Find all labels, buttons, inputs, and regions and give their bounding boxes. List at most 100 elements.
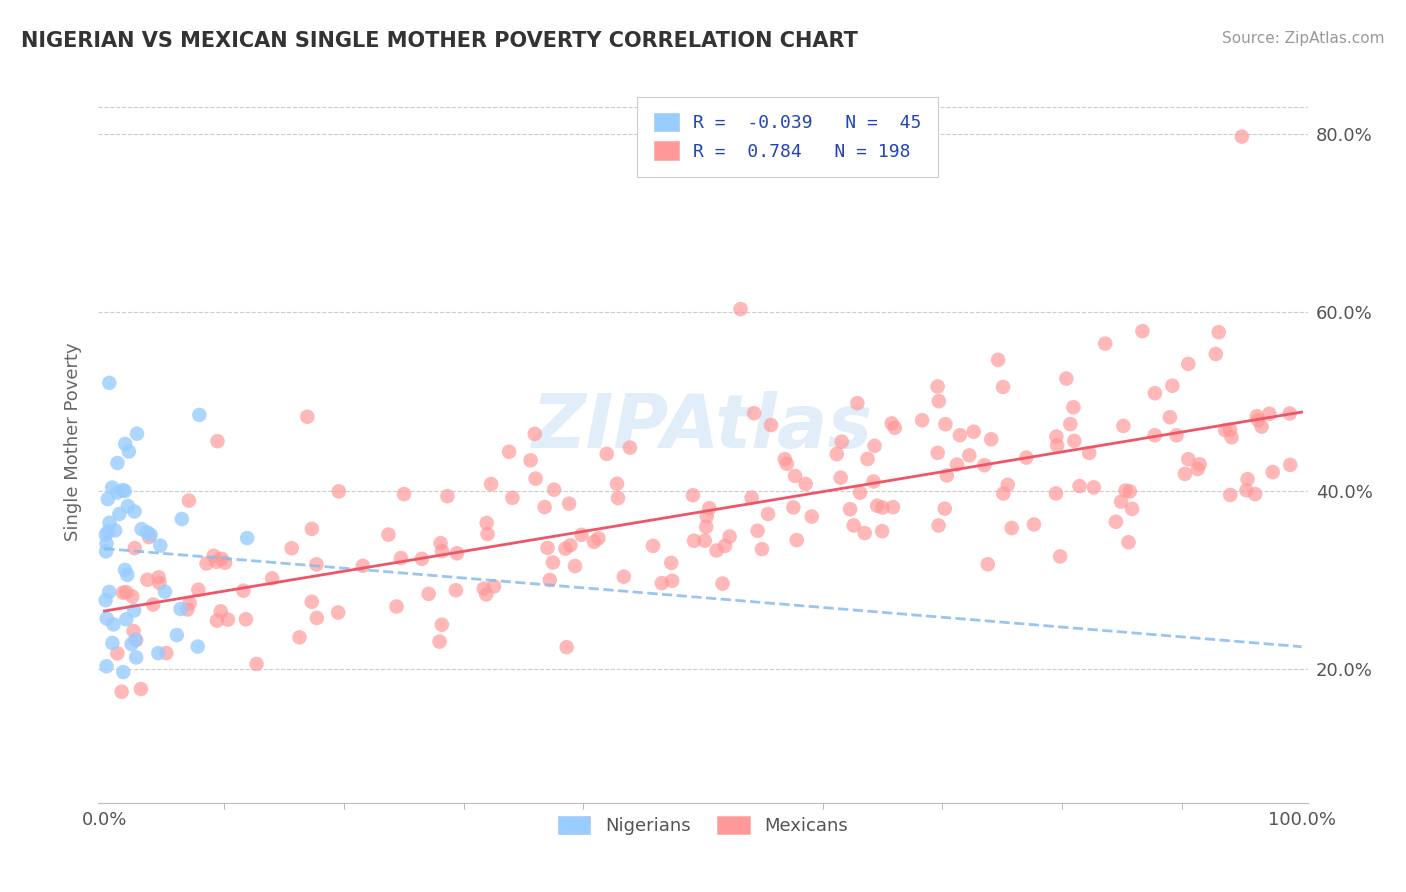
Point [683,533,706,548]
Point [1112,418,1135,433]
Point [170,512,193,526]
Point [117,499,139,513]
Point [328,484,350,499]
Y-axis label: Single Mother Poverty: Single Mother Poverty [63,343,82,541]
Point [305,558,328,572]
Point [444,583,467,598]
Point [747,524,769,538]
Point [582,534,605,549]
Point [1247,413,1270,427]
Point [262,571,284,585]
Point [659,556,682,570]
Point [1261,465,1284,479]
Point [1161,378,1184,392]
Point [1022,517,1045,532]
Point [149,539,172,553]
Point [782,500,804,515]
Point [1258,407,1281,421]
Point [118,444,141,458]
Point [429,536,451,550]
Point [1115,483,1137,498]
Point [742,406,765,420]
Point [97,492,120,507]
Point [641,539,664,553]
Point [301,522,323,536]
Point [1188,457,1211,471]
Point [846,396,869,410]
Point [619,441,641,455]
Point [541,556,564,570]
Point [211,551,233,566]
Point [794,477,817,491]
Point [498,444,520,458]
Point [963,425,986,439]
Point [477,527,499,541]
Point [96,611,118,625]
Point [711,576,734,591]
Point [148,646,170,660]
Point [773,452,796,467]
Point [430,617,453,632]
Point [1213,423,1236,437]
Point [800,509,823,524]
Point [1105,515,1128,529]
Legend: Nigerians, Mexicans: Nigerians, Mexicans [548,807,858,845]
Point [475,587,498,601]
Point [202,549,225,563]
Point [696,509,718,524]
Point [714,539,737,553]
Point [538,573,561,587]
Point [136,573,159,587]
Point [524,472,547,486]
Point [661,574,683,588]
Point [558,497,581,511]
Point [96,536,118,550]
Point [179,596,201,610]
Point [786,533,808,547]
Point [934,417,956,432]
Point [112,665,135,679]
Point [207,434,229,449]
Text: ZIPAtlas: ZIPAtlas [533,391,873,464]
Point [479,477,502,491]
Point [870,524,893,538]
Point [94,527,117,541]
Point [236,531,259,545]
Point [1187,462,1209,476]
Point [751,542,773,557]
Point [235,612,257,626]
Point [125,633,148,648]
Point [682,488,704,502]
Point [122,603,145,617]
Point [987,352,1010,367]
Point [872,500,894,515]
Point [501,491,523,505]
Point [1219,423,1241,437]
Point [205,555,228,569]
Text: NIGERIAN VS MEXICAN SINGLE MOTHER POVERTY CORRELATION CHART: NIGERIAN VS MEXICAN SINGLE MOTHER POVERT… [21,31,858,51]
Point [911,413,934,427]
Point [1001,521,1024,535]
Point [105,646,128,660]
Point [111,684,134,698]
Point [188,408,211,422]
Point [209,604,232,618]
Point [328,606,350,620]
Point [756,507,779,521]
Point [607,491,630,505]
Point [411,552,433,566]
Point [783,469,806,483]
Point [1078,446,1101,460]
Point [385,599,408,614]
Point [849,485,872,500]
Point [651,576,673,591]
Point [533,500,555,514]
Point [94,593,117,607]
Point [301,595,323,609]
Point [997,478,1019,492]
Point [613,570,636,584]
Point [111,585,134,599]
Point [482,579,505,593]
Point [436,489,458,503]
Point [1054,371,1077,385]
